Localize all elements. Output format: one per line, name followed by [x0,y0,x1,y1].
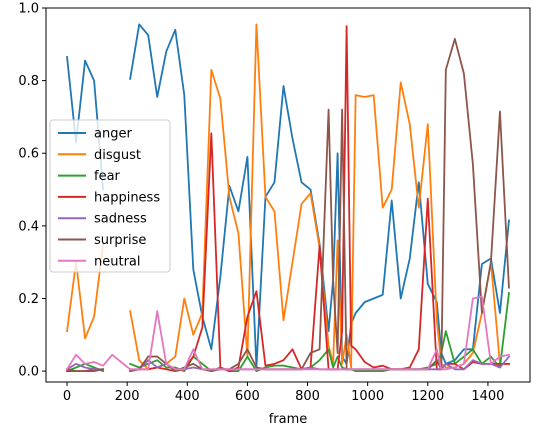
y-tick-label: 0.4 [18,219,39,234]
x-tick-label: 1000 [351,389,384,404]
x-tick-label: 200 [115,389,140,404]
legend-label-surprise: surprise [94,233,146,248]
legend: anger disgust fear happiness sadness surprise… [49,119,171,273]
legend-label-sadness: sadness [94,212,147,227]
y-tick-label: 1.0 [18,2,39,17]
legend-label-fear: fear [94,169,121,184]
x-tick-label: 400 [175,389,200,404]
axes-frame [45,7,531,383]
y-axis-ticks: 0.0 0.2 0.4 0.6 0.8 1.0 [18,2,46,380]
y-tick-label: 0.0 [18,365,39,380]
legend-label-happiness: happiness [94,190,160,205]
x-tick-label: 600 [235,389,260,404]
legend-box [49,119,171,273]
series-line-neutral [65,295,511,371]
series-lines [65,23,511,373]
legend-label-neutral: neutral [94,254,141,269]
x-tick-label: 1400 [471,389,504,404]
y-tick-label: 0.8 [18,74,39,89]
x-axis-ticks: 0 200 400 600 800 1000 1200 1400 [63,382,504,404]
legend-label-anger: anger [94,127,132,142]
y-tick-label: 0.6 [18,147,39,162]
x-axis-label: frame [269,412,308,427]
x-tick-label: 1200 [411,389,444,404]
x-tick-label: 0 [63,389,71,404]
legend-label-disgust: disgust [94,148,141,163]
series-line-surprise [65,37,510,373]
x-tick-label: 800 [295,389,320,404]
y-tick-label: 0.2 [18,292,39,307]
